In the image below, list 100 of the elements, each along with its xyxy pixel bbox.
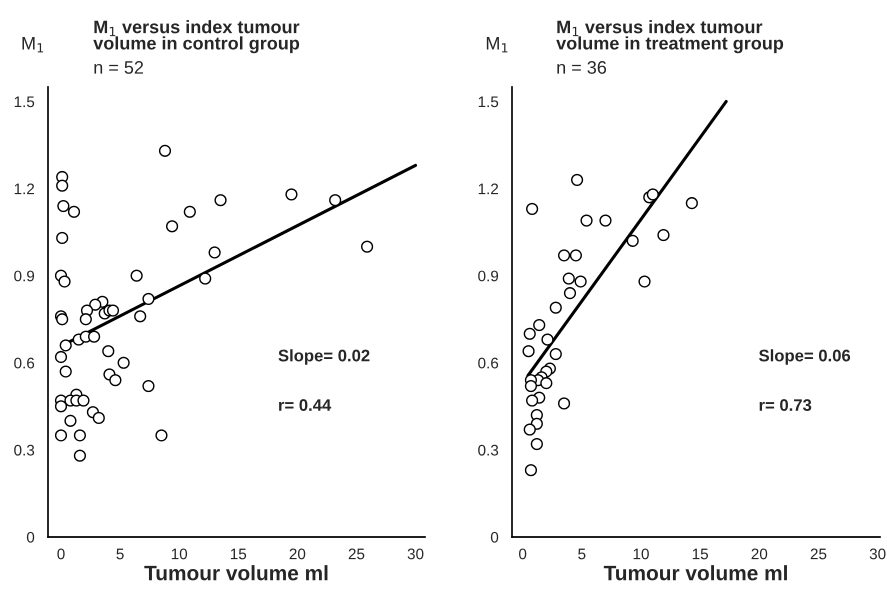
point — [58, 275, 71, 288]
point — [524, 424, 536, 436]
point — [524, 464, 538, 476]
x-tick-label: 30 — [870, 548, 886, 560]
x-tick-label: 15 — [692, 548, 708, 560]
point — [88, 330, 100, 343]
point — [214, 194, 227, 206]
point — [80, 313, 92, 326]
y-tick-label: 0.6 — [478, 358, 498, 368]
x-axis-title: Tumour volume ml — [144, 565, 328, 580]
x-tick-label: 10 — [634, 548, 649, 560]
point — [56, 313, 68, 326]
point — [530, 438, 543, 450]
point — [134, 310, 146, 322]
y-tick-label: 0.6 — [14, 358, 34, 368]
x-tick-label: 10 — [172, 548, 188, 560]
point — [102, 345, 114, 358]
point — [285, 188, 298, 200]
point — [158, 144, 172, 157]
point — [54, 429, 68, 442]
point — [74, 429, 86, 442]
point — [562, 272, 575, 285]
point — [54, 350, 68, 364]
point — [92, 412, 105, 424]
annotation: Slope= 0.02 — [278, 349, 370, 365]
point — [526, 394, 538, 407]
point — [657, 228, 670, 242]
annotation: Slope= 0.06 — [759, 349, 850, 365]
point — [199, 272, 212, 285]
y-tick-label: 0 — [490, 532, 498, 543]
y-tick-label: 0.3 — [14, 444, 34, 456]
x-axis-title: Tumour volume ml — [604, 565, 787, 580]
x-tick-label: 25 — [348, 548, 364, 560]
point — [541, 334, 554, 346]
point — [155, 429, 168, 442]
point — [580, 214, 593, 227]
x-tick-label: 20 — [290, 548, 306, 560]
x-tick-label: 5 — [116, 548, 124, 560]
point — [550, 302, 562, 314]
x-tick-label: 20 — [752, 548, 768, 560]
point — [361, 240, 374, 253]
point — [56, 180, 68, 192]
y-tick-label: 1.5 — [478, 96, 498, 108]
y-tick-label: 0.9 — [478, 270, 498, 282]
x-tick-label: 30 — [408, 548, 424, 560]
x-tick-label: 0 — [519, 548, 526, 560]
x-tick-label: 25 — [810, 548, 826, 560]
point — [166, 220, 178, 232]
point — [558, 397, 570, 410]
point — [686, 197, 698, 210]
x-tick-label: 15 — [230, 548, 246, 560]
point — [540, 377, 552, 390]
point — [184, 206, 196, 218]
y-tick-label: 0.9 — [14, 270, 34, 282]
chart-title: M$_{1}$ versus index tumour volume in treatment group — [556, 20, 784, 54]
point — [524, 380, 538, 392]
chart-subtitle: n = 52 — [94, 61, 144, 74]
point — [64, 414, 77, 427]
point — [564, 287, 576, 300]
point — [142, 292, 155, 306]
point — [77, 394, 90, 407]
chart-title: M$_{1}$ versus index tumour volume in control group — [93, 20, 300, 54]
point — [522, 345, 535, 358]
y-tick-label: 0.3 — [478, 444, 498, 456]
y-tick-label: 1.2 — [14, 183, 34, 194]
point — [118, 356, 130, 369]
point — [74, 450, 86, 462]
y-tick-label: 0 — [26, 532, 34, 543]
annotation: r= 0.44 — [279, 399, 332, 411]
annotation: r= 0.73 — [760, 399, 812, 411]
point — [106, 304, 120, 317]
point — [646, 188, 659, 200]
point — [329, 194, 342, 206]
point — [599, 214, 612, 227]
y-tick-label: 1.2 — [478, 183, 498, 194]
point — [56, 232, 68, 244]
y-axis-title: M$_{1}$ — [486, 37, 508, 52]
point — [208, 246, 221, 259]
x-tick-label: 0 — [57, 548, 65, 560]
point — [109, 374, 122, 386]
point — [571, 174, 584, 186]
point — [524, 328, 536, 340]
point — [89, 298, 102, 311]
point — [638, 275, 651, 288]
point — [142, 380, 155, 392]
point — [57, 200, 70, 212]
point — [626, 234, 639, 247]
point — [60, 365, 72, 378]
point — [54, 400, 68, 412]
point — [570, 249, 582, 262]
y-tick-label: 1.5 — [14, 96, 34, 108]
point — [68, 206, 80, 218]
point — [526, 202, 538, 216]
point — [60, 339, 72, 352]
x-tick-label: 5 — [578, 548, 586, 560]
point — [558, 249, 570, 262]
point — [130, 270, 143, 282]
y-axis-title: M$_{1}$ — [22, 37, 44, 52]
point — [574, 275, 587, 288]
chart-subtitle: n = 36 — [557, 61, 606, 74]
